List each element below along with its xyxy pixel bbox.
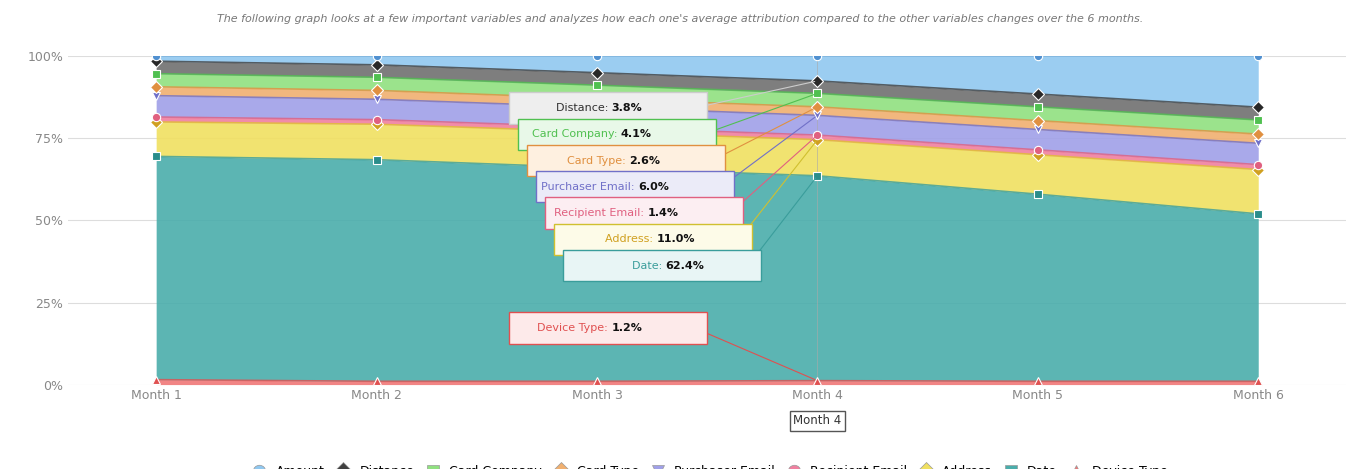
Text: Distance:: Distance: (556, 103, 612, 113)
Text: Date:: Date: (631, 261, 665, 271)
FancyBboxPatch shape (545, 197, 743, 228)
Text: 11.0%: 11.0% (657, 234, 695, 244)
Text: 6.0%: 6.0% (638, 182, 669, 192)
Text: 62.4%: 62.4% (665, 261, 704, 271)
Text: 2.6%: 2.6% (630, 156, 661, 166)
Text: 4.1%: 4.1% (620, 129, 651, 139)
FancyBboxPatch shape (554, 224, 752, 255)
Text: Address:: Address: (605, 234, 657, 244)
FancyBboxPatch shape (563, 250, 760, 281)
Text: 3.8%: 3.8% (612, 103, 642, 113)
Text: 1.4%: 1.4% (647, 208, 679, 218)
Text: Card Company:: Card Company: (532, 129, 620, 139)
FancyBboxPatch shape (518, 119, 717, 150)
Text: The following graph looks at a few important variables and analyzes how each one: The following graph looks at a few impor… (216, 14, 1144, 24)
FancyBboxPatch shape (509, 312, 707, 343)
Text: Device Type:: Device Type: (537, 323, 612, 333)
Text: Month 4: Month 4 (793, 414, 842, 427)
FancyBboxPatch shape (536, 171, 734, 203)
Text: Card Type:: Card Type: (567, 156, 630, 166)
Text: Recipient Email:: Recipient Email: (554, 208, 647, 218)
Text: Purchaser Email:: Purchaser Email: (541, 182, 638, 192)
Text: 1.2%: 1.2% (612, 323, 642, 333)
FancyBboxPatch shape (526, 145, 725, 176)
FancyBboxPatch shape (509, 92, 707, 124)
Legend: Amount, Distance, Card Company, Card Type, Purchaser Email, Recipient Email, Add: Amount, Distance, Card Company, Card Typ… (242, 461, 1172, 469)
